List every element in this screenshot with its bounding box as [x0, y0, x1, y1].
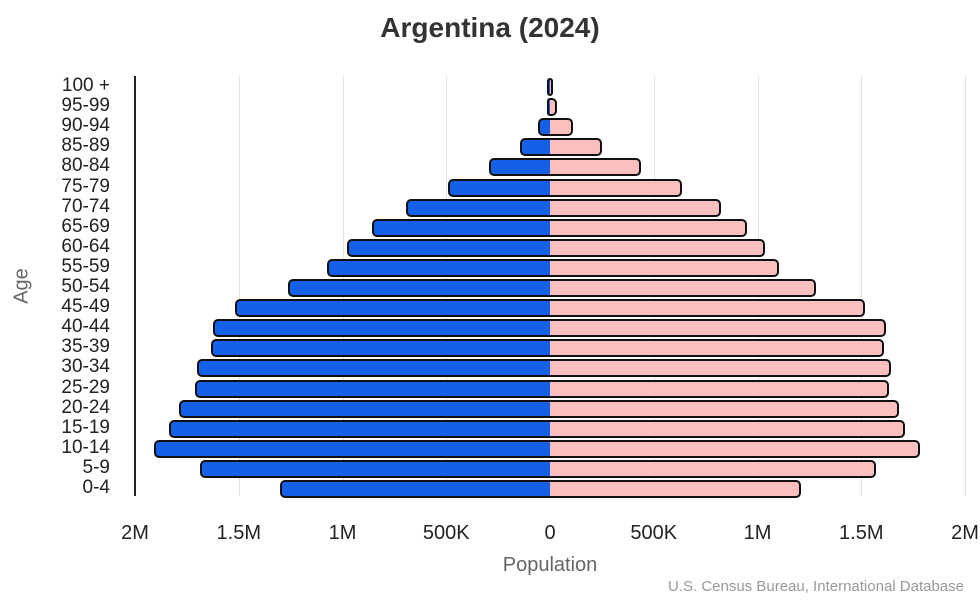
bar-female: [550, 459, 876, 478]
x-tick-label: 1M: [743, 522, 772, 544]
x-tick-label: 0: [544, 522, 556, 544]
x-tick-label: 1.5M: [839, 522, 884, 544]
x-tick-label: 1.5M: [216, 522, 261, 544]
y-tick-label: 80-84: [61, 155, 110, 177]
bar-female: [550, 379, 890, 398]
y-tick-label: 90-94: [61, 115, 110, 137]
bar-female: [550, 258, 780, 277]
y-tick-label: 65-69: [61, 215, 110, 237]
bar-female: [550, 419, 906, 438]
bar-female: [550, 319, 886, 338]
bar-male: [547, 78, 550, 96]
x-tick-label: 1M: [328, 522, 357, 544]
bar-male: [447, 178, 550, 197]
gridline: [861, 76, 863, 496]
y-tick-label: 15-19: [61, 416, 110, 438]
gridline: [238, 76, 240, 496]
y-tick-label: 25-29: [61, 376, 110, 398]
bar-female: [550, 439, 920, 458]
bar-female: [550, 198, 721, 217]
bar-male: [178, 399, 550, 418]
bar-female: [550, 480, 801, 498]
bar-male: [287, 279, 550, 297]
bar-male: [154, 439, 550, 458]
bar-male: [169, 419, 550, 438]
bar-male: [211, 339, 550, 358]
y-tick-label: 40-44: [61, 316, 110, 338]
x-tick-label: 2M: [121, 522, 149, 544]
x-axis-label: Population: [502, 554, 598, 576]
y-tick-label: 100 +: [61, 75, 110, 96]
bar-female: [550, 279, 816, 297]
bar-male: [537, 118, 550, 137]
x-tick-label: 2M: [951, 522, 979, 544]
bar-male: [488, 158, 550, 177]
bar-male: [405, 198, 550, 217]
bar-male: [519, 138, 550, 157]
y-tick-label: 85-89: [61, 135, 110, 157]
bar-female: [550, 138, 602, 157]
bar-female: [550, 238, 766, 257]
bar-female: [550, 158, 641, 177]
bar-female: [550, 399, 899, 418]
bar-male: [196, 359, 550, 378]
bar-male: [234, 299, 550, 318]
bar-female: [550, 178, 682, 197]
y-tick-label: 50-54: [61, 276, 110, 297]
bar-male: [280, 480, 550, 498]
x-tick-label: 500K: [630, 522, 678, 544]
bar-male: [199, 459, 550, 478]
bar-female: [550, 299, 866, 318]
bar-female: [550, 359, 891, 378]
bar-female: [550, 98, 558, 117]
y-tick-label: 95-99: [61, 95, 110, 117]
y-tick-label: 0-4: [82, 477, 110, 498]
bar-male: [213, 319, 550, 338]
bar-male: [195, 379, 550, 398]
y-axis-label: Age: [10, 268, 33, 304]
chart-title: Argentina (2024): [380, 12, 600, 43]
bar-male: [346, 238, 550, 257]
bar-female: [550, 218, 748, 237]
y-tick-label: 10-14: [61, 436, 110, 458]
bar-male: [371, 218, 550, 237]
y-tick-label: 45-49: [61, 296, 110, 318]
y-axis-line: [134, 76, 136, 496]
y-tick-label: 35-39: [61, 336, 110, 358]
bar-female: [550, 78, 553, 96]
bar-female: [550, 118, 574, 137]
y-tick-label: 55-59: [61, 255, 110, 277]
y-tick-label: 5-9: [82, 456, 110, 478]
y-tick-label: 75-79: [61, 175, 110, 197]
bar-male: [326, 258, 550, 277]
y-tick-label: 20-24: [61, 396, 110, 418]
gridline: [965, 76, 966, 496]
bar-male: [546, 98, 550, 117]
x-tick-label: 500K: [422, 522, 470, 544]
y-tick-label: 60-64: [61, 235, 110, 257]
y-tick-label: 30-34: [61, 356, 110, 378]
source-credit: U.S. Census Bureau, International Databa…: [667, 578, 964, 595]
bar-female: [550, 339, 885, 358]
y-tick-label: 70-74: [61, 195, 110, 217]
